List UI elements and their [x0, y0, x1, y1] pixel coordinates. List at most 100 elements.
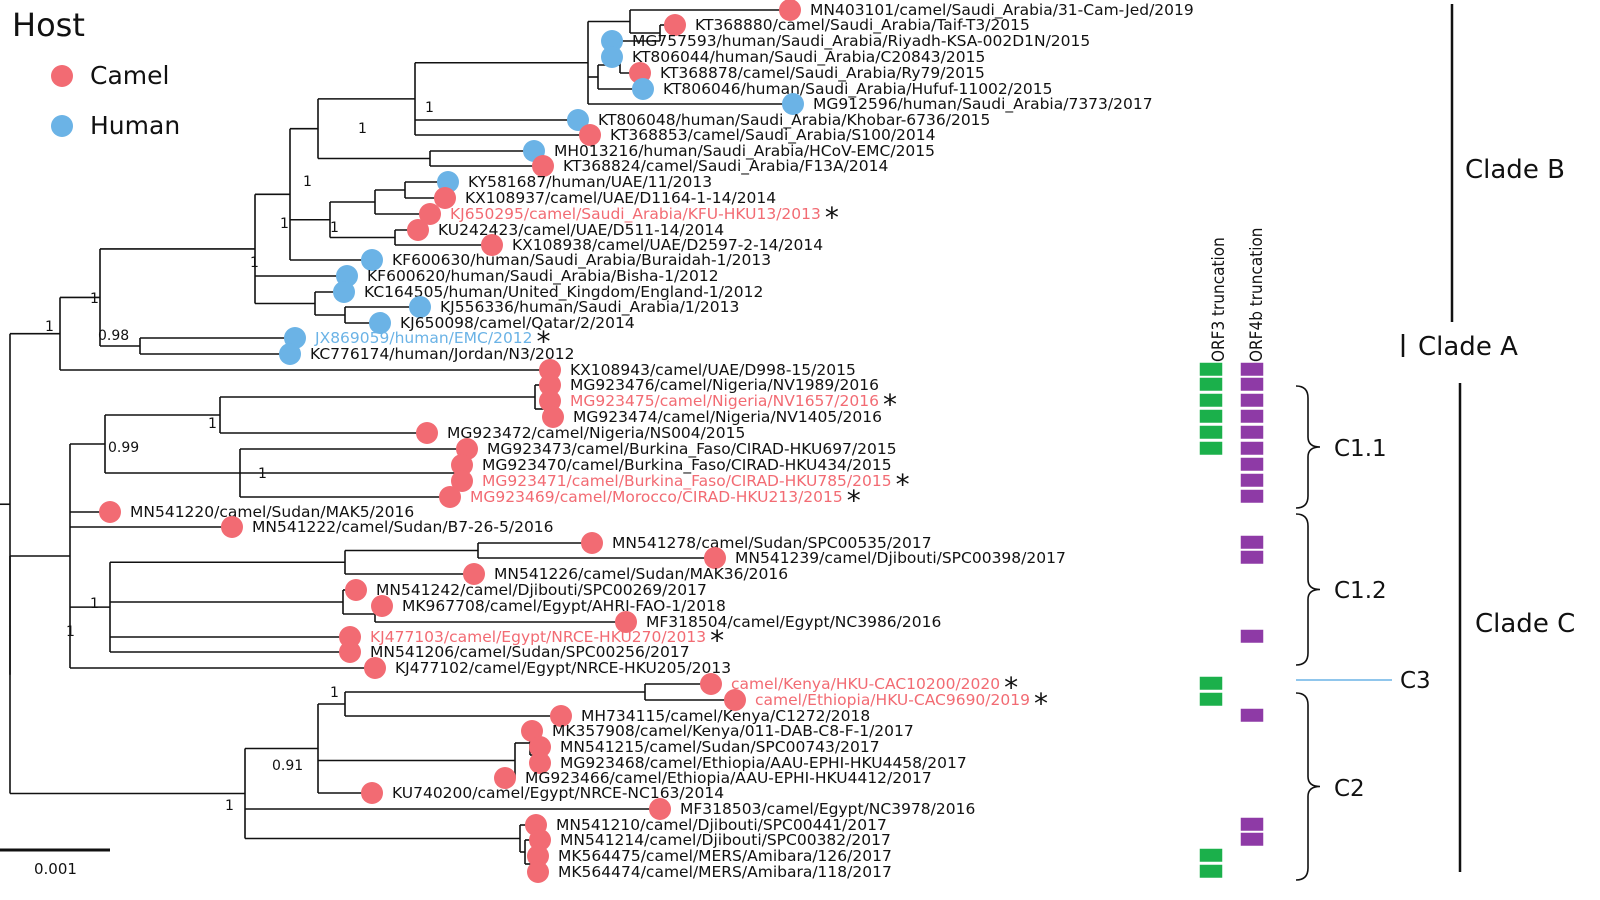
- host-dot: [434, 187, 456, 209]
- leaf-label: MG923476/camel/Nigeria/NV1989/2016: [570, 376, 879, 394]
- host-dot: [279, 343, 301, 365]
- support-value: 1: [358, 121, 367, 137]
- support-value: 1: [225, 798, 234, 814]
- leaf-label: MG912596/human/Saudi_Arabia/7373/2017: [813, 95, 1153, 114]
- leaf-label: KT806048/human/Saudi_Arabia/Khobar-6736/…: [598, 111, 990, 130]
- orf3-truncation-mark: [1198, 863, 1224, 880]
- c1-2-label: C1.2: [1334, 578, 1387, 604]
- leaf-label: MN541210/camel/Djibouti/SPC00441/2017: [556, 816, 887, 834]
- orf4b-truncation-mark: [1239, 408, 1265, 425]
- leaf-label: MN541239/camel/Djibouti/SPC00398/2017: [735, 549, 1066, 567]
- orf4b-truncation-mark: [1239, 831, 1265, 848]
- host-dot: [529, 829, 551, 851]
- orf4b-truncation-mark: [1239, 424, 1265, 441]
- leaf-label: KU242423/camel/UAE/D511-14/2014: [438, 221, 724, 239]
- leaf-label: camel/Kenya/HKU-CAC10200/2020: [731, 675, 1000, 693]
- leaf-label: MK967708/camel/Egypt/AHRI-FAO-1/2018: [402, 597, 726, 615]
- orf3-truncation-mark: [1198, 440, 1224, 457]
- leaf-label: KJ650295/camel/Saudi_Arabia/KFU-HKU13/20…: [450, 205, 821, 224]
- host-dot: [532, 155, 554, 177]
- c2-brace: [1295, 692, 1321, 881]
- leaf-label: MK564474/camel/MERS/Amibara/118/2017: [558, 863, 892, 881]
- host-dot: [601, 30, 623, 52]
- host-dot: [361, 249, 383, 271]
- orf3-truncation-mark: [1198, 392, 1224, 409]
- host-dot: [550, 705, 572, 727]
- orf3-truncation-mark: [1198, 376, 1224, 393]
- host-dot: [782, 93, 804, 115]
- host-dot: [416, 422, 438, 444]
- host-dot: [529, 736, 551, 758]
- host-dot: [481, 234, 503, 256]
- c1-2-brace: [1295, 513, 1321, 666]
- star-marker: *: [710, 624, 724, 657]
- star-marker: *: [1034, 687, 1048, 720]
- host-dot: [451, 470, 473, 492]
- orf3-truncation-mark: [1198, 361, 1224, 378]
- leaf-label: MG923469/camel/Morocco/CIRAD-HKU213/2015: [470, 488, 843, 506]
- host-dot: [221, 516, 243, 538]
- host-dot: [632, 78, 654, 100]
- leaf-label: KX108938/camel/UAE/D2597-2-14/2014: [512, 236, 823, 254]
- host-dot: [724, 689, 746, 711]
- host-dot: [529, 752, 551, 774]
- host-dot: [542, 406, 564, 428]
- leaf-label: KC776174/human/Jordan/N3/2012: [310, 345, 574, 363]
- orf4b-truncation-mark: [1239, 472, 1265, 489]
- leaf-label: MF318503/camel/Egypt/NC3978/2016: [680, 800, 975, 818]
- leaf-label: MN541278/camel/Sudan/SPC00535/2017: [612, 534, 932, 552]
- leaf-label: KC164505/human/United_Kingdom/England-1/…: [364, 283, 763, 302]
- support-value: 1: [330, 685, 339, 701]
- host-dot: [779, 0, 801, 21]
- host-dot: [579, 124, 601, 146]
- support-value: 0.98: [98, 328, 129, 344]
- leaf-label: MN403101/camel/Saudi_Arabia/31-Cam-Jed/2…: [810, 1, 1194, 20]
- orf4b-truncation-mark: [1239, 488, 1265, 505]
- c2-label: C2: [1334, 776, 1365, 802]
- clade-c-label: Clade C: [1475, 609, 1575, 639]
- orf4b-truncation-mark: [1239, 816, 1265, 833]
- clade-annotations: Clade B Clade A Clade C C1.1 C1.2 C3 C2: [1295, 4, 1575, 881]
- leaf-label: KJ477103/camel/Egypt/NRCE-HKU270/2013: [370, 628, 706, 646]
- support-value: 1: [425, 100, 434, 116]
- support-value: 0.91: [272, 758, 303, 774]
- support-value: 1: [45, 319, 54, 335]
- leaf-label: MG923471/camel/Burkina_Faso/CIRAD-HKU785…: [482, 472, 892, 491]
- clade-a-label: Clade A: [1418, 332, 1518, 362]
- support-value: 1: [208, 416, 217, 432]
- support-value: 1: [90, 596, 99, 612]
- leaf-label: KT806044/human/Saudi_Arabia/C20843/2015: [632, 48, 985, 67]
- host-dot: [439, 486, 461, 508]
- host-dot: [527, 845, 549, 867]
- host-dot: [99, 501, 121, 523]
- leaf-label: MN541222/camel/Sudan/B7-26-5/2016: [252, 518, 554, 536]
- leaf-label: KJ556336/human/Saudi_Arabia/1/2013: [440, 298, 739, 317]
- leaf-label: MG923470/camel/Burkina_Faso/CIRAD-HKU434…: [482, 456, 892, 475]
- truncation-markers: [1198, 361, 1265, 880]
- orf4b-truncation-mark: [1239, 549, 1265, 566]
- host-dot: [419, 203, 441, 225]
- star-marker: *: [825, 201, 839, 234]
- support-value: 1: [258, 466, 267, 482]
- host-dot: [581, 532, 603, 554]
- orf4b-truncation-mark: [1239, 376, 1265, 393]
- host-dot: [407, 219, 429, 241]
- leaf-label: MN541226/camel/Sudan/MAK36/2016: [494, 565, 788, 583]
- host-dot: [333, 281, 355, 303]
- legend-camel-label: Camel: [90, 61, 169, 90]
- leaf-label: JX869059/human/EMC/2012: [314, 329, 533, 347]
- orf4b-truncation-mark: [1239, 392, 1265, 409]
- leaf-label: camel/Ethiopia/HKU-CAC9690/2019: [755, 691, 1030, 709]
- star-marker: *: [883, 388, 897, 421]
- orf3-truncation-mark: [1198, 691, 1224, 708]
- orf3-truncation-mark: [1198, 847, 1224, 864]
- leaf-label: MG923473/camel/Burkina_Faso/CIRAD-HKU697…: [487, 440, 897, 459]
- orf4b-truncation-mark: [1239, 707, 1265, 724]
- support-value: 0.99: [108, 440, 139, 456]
- legend-title: Host: [12, 6, 85, 44]
- host-dot: [451, 454, 473, 476]
- leaf-label: KX108937/camel/UAE/D1164-1-14/2014: [465, 189, 776, 207]
- host-dot: [339, 641, 361, 663]
- host-dot: [409, 296, 431, 318]
- orf4b-truncation-mark: [1239, 440, 1265, 457]
